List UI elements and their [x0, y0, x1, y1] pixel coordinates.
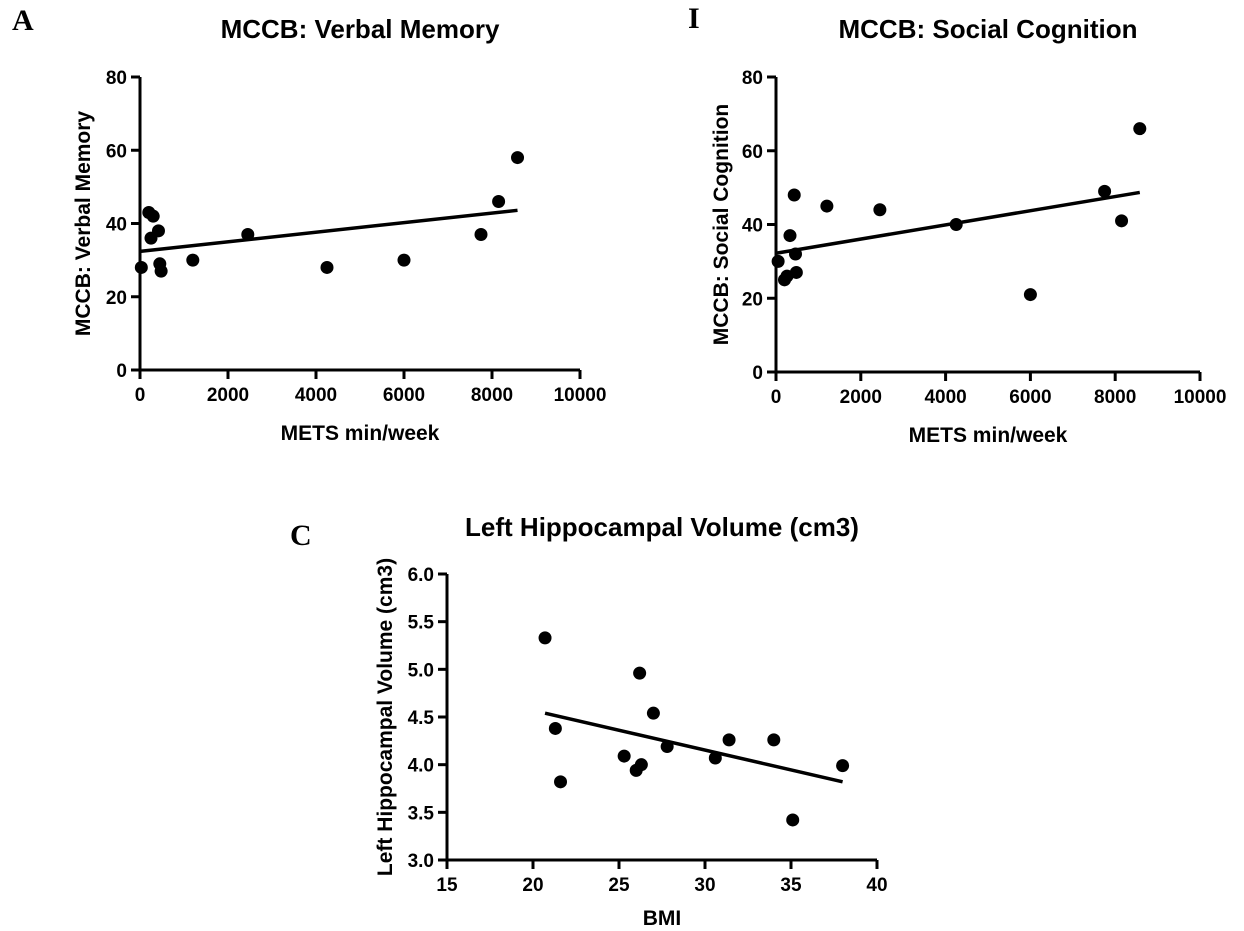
chart-title: MCCB: Social Cognition — [839, 14, 1138, 44]
data-point — [617, 749, 631, 763]
data-point — [134, 260, 148, 274]
x-tick-label: 8000 — [471, 385, 513, 406]
y-tick-label: 5.5 — [408, 613, 435, 634]
data-point — [646, 706, 660, 720]
y-tick-label: 60 — [106, 141, 127, 162]
x-tick-label: 10000 — [1174, 387, 1227, 408]
data-point — [186, 253, 200, 267]
data-point — [151, 224, 165, 238]
x-tick-label: 6000 — [383, 385, 425, 406]
data-point — [767, 733, 781, 747]
data-point — [320, 260, 334, 274]
data-point — [789, 247, 803, 261]
data-point — [783, 229, 797, 243]
data-point — [154, 264, 168, 278]
y-tick-label: 80 — [106, 68, 127, 89]
x-tick-label: 30 — [694, 875, 715, 896]
chart-panel-c: C Left Hippocampal Volume (cm3) 15 20 25 30 35… — [290, 512, 888, 930]
data-point — [538, 631, 552, 645]
data-point — [873, 203, 887, 217]
data-point — [836, 759, 850, 773]
x-tick-label: 0 — [771, 387, 782, 408]
x-tick-label: 8000 — [1094, 387, 1136, 408]
y-tick-label: 80 — [742, 68, 763, 89]
data-point — [949, 218, 963, 231]
x-axis-label: METS min/week — [909, 424, 1068, 447]
data-point — [820, 199, 834, 213]
y-tick-label: 20 — [742, 289, 763, 310]
x-tick-label: 4000 — [924, 387, 966, 408]
y-tick-label: 40 — [106, 215, 127, 236]
y-axis-label: MCCB: Social Cognition — [710, 104, 733, 345]
y-tick-label: 5.0 — [408, 660, 434, 681]
y-tick-label: 6.0 — [408, 565, 434, 586]
y-tick-label: 40 — [742, 216, 763, 237]
y-tick-label: 60 — [742, 142, 763, 163]
x-tick-label: 6000 — [1009, 387, 1051, 408]
x-tick-label: 0 — [135, 385, 146, 406]
data-point — [633, 666, 647, 680]
chart-title: MCCB: Verbal Memory — [221, 14, 500, 44]
x-tick-label: 40 — [866, 875, 887, 896]
data-point — [548, 721, 562, 735]
panel-letter: A — [12, 4, 34, 37]
x-tick-label: 10000 — [554, 385, 607, 406]
chart-panel-i: I MCCB: Social Cognition 0 2000 4000 6000 8000… — [688, 2, 1226, 447]
regression-line — [139, 208, 518, 254]
data-point — [722, 733, 736, 747]
data-point — [789, 265, 803, 279]
x-tick-label: 35 — [780, 875, 802, 896]
data-point — [474, 227, 488, 241]
data-point — [787, 188, 801, 202]
data-point — [771, 254, 785, 268]
x-tick-label: 2000 — [207, 385, 249, 406]
x-axis-label: METS min/week — [281, 422, 440, 445]
y-tick-label: 0 — [752, 363, 763, 384]
data-point — [511, 151, 525, 165]
y-tick-label: 0 — [116, 361, 127, 382]
chart-title: Left Hippocampal Volume (cm3) — [465, 512, 859, 542]
y-tick-label: 3.5 — [408, 803, 435, 824]
y-tick-label: 20 — [106, 288, 127, 309]
data-point — [1023, 288, 1037, 302]
data-point — [660, 740, 674, 754]
data-point — [492, 195, 506, 209]
y-tick-label: 4.0 — [408, 756, 434, 777]
chart-panel-a: A MCCB: Verbal Memory 0 2000 4000 6000 8000 100… — [12, 4, 606, 445]
data-point — [634, 758, 648, 772]
regression-line — [544, 711, 843, 784]
x-tick-label: 15 — [436, 875, 458, 896]
data-point — [1133, 122, 1147, 136]
panel-letter: I — [688, 2, 700, 35]
x-axis-label: BMI — [643, 907, 682, 930]
x-tick-label: 4000 — [295, 385, 337, 406]
y-axis-label: Left Hippocampal Volume (cm3) — [374, 558, 397, 876]
data-point — [708, 751, 722, 765]
y-tick-label: 4.5 — [408, 708, 435, 729]
data-point — [786, 813, 800, 827]
data-point — [397, 253, 411, 267]
y-tick-label: 3.0 — [408, 851, 434, 872]
y-axis-label: MCCB: Verbal Memory — [72, 111, 95, 337]
x-tick-label: 25 — [608, 875, 630, 896]
panel-letter: C — [290, 519, 312, 552]
data-point — [1098, 184, 1112, 198]
data-point — [554, 775, 568, 789]
data-point — [241, 227, 255, 241]
x-tick-label: 20 — [522, 875, 543, 896]
data-point — [146, 209, 160, 223]
data-point — [1115, 214, 1129, 228]
x-tick-label: 2000 — [840, 387, 882, 408]
